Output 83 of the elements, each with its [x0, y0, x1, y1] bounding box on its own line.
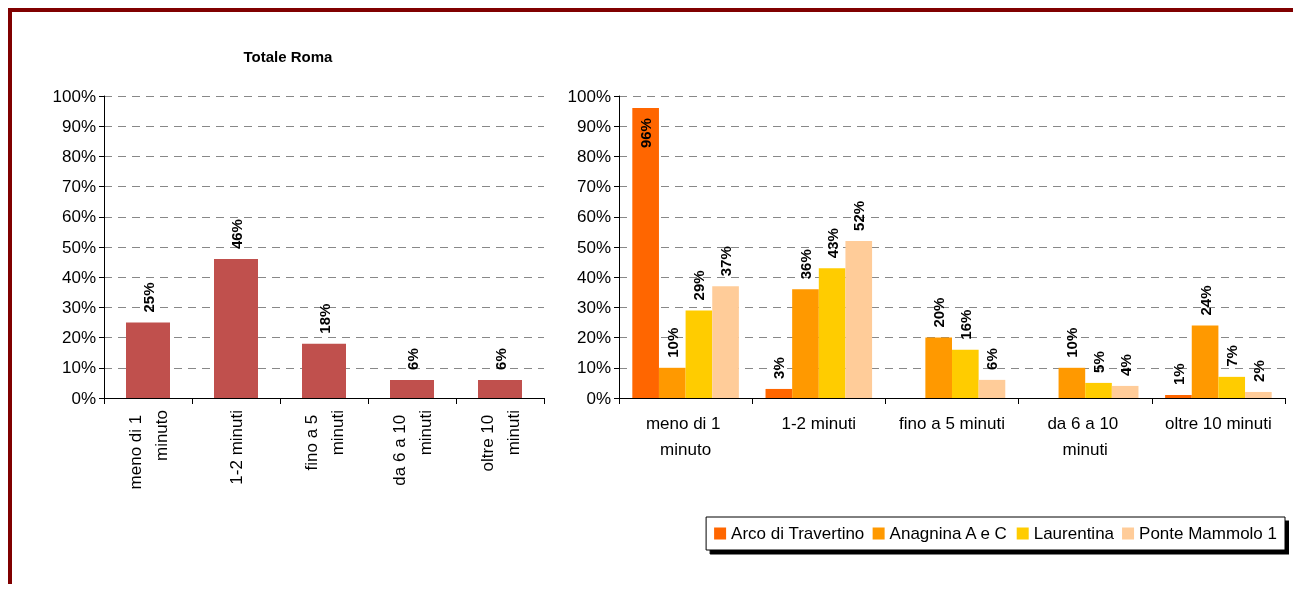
x-tick-label: meno di 1 minuto — [645, 413, 726, 459]
data-label: 2% — [1249, 360, 1267, 382]
y-tick-label: 30% — [576, 297, 611, 317]
y-tick-label: 10% — [576, 358, 611, 378]
legend-label: Arco di Travertino — [731, 524, 865, 543]
data-label: 5% — [1090, 351, 1108, 373]
bar — [1165, 394, 1192, 398]
legend-label: Ponte Mammolo 1 — [1139, 524, 1277, 543]
data-label: 3% — [770, 357, 788, 379]
y-tick-label: 20% — [576, 328, 611, 348]
chart-title: Totale Roma — [243, 48, 334, 65]
x-tick-label: 1-2 minuti — [781, 413, 857, 433]
data-label: 96% — [637, 118, 655, 149]
data-label: 46% — [227, 219, 245, 250]
bar — [1218, 376, 1246, 398]
bar — [765, 388, 793, 398]
data-label: 10% — [1063, 327, 1081, 358]
bar — [978, 379, 1006, 398]
bar — [952, 349, 979, 398]
data-label: 10% — [663, 327, 681, 358]
bar — [818, 268, 846, 398]
y-tick-label: 70% — [576, 177, 611, 197]
data-label: 36% — [796, 249, 814, 280]
data-label: 43% — [823, 228, 841, 259]
data-label: 37% — [717, 246, 735, 277]
y-tick-label: 60% — [61, 207, 96, 227]
y-tick-label: 50% — [576, 237, 611, 257]
y-tick-label: 20% — [61, 328, 96, 348]
data-label: 25% — [139, 282, 157, 313]
data-label: 6% — [491, 348, 509, 370]
y-tick-label: 90% — [576, 116, 611, 136]
y-tick-label: 0% — [71, 388, 96, 408]
x-tick-label: da 6 a 10 minuti — [389, 410, 435, 486]
data-label: 16% — [956, 309, 974, 340]
data-label: 52% — [850, 200, 868, 231]
y-tick-label: 70% — [61, 177, 96, 197]
legend-label: Laurentina — [1033, 524, 1115, 543]
y-tick-label: 60% — [576, 207, 611, 227]
y-tick-label: 40% — [576, 267, 611, 287]
bar — [712, 286, 739, 398]
legend-label: Anagnina A e C — [889, 524, 1007, 543]
x-tick-label: 1-2 minuti — [226, 410, 246, 485]
x-tick-label: fino a 5 minuti — [301, 410, 347, 471]
x-tick-label: oltre 10 minuti — [477, 410, 523, 472]
bar — [390, 379, 434, 398]
data-label: 6% — [403, 348, 421, 370]
x-tick-label: oltre 10 minuti — [1165, 413, 1272, 433]
bar — [126, 322, 170, 398]
y-tick-label: 30% — [61, 297, 96, 317]
bar — [925, 337, 952, 398]
bar — [792, 289, 819, 398]
x-tick-label: meno di 1 minuto — [125, 410, 171, 490]
bar — [845, 240, 873, 398]
y-tick-label: 10% — [61, 358, 96, 378]
data-label: 24% — [1196, 285, 1214, 316]
bar — [632, 108, 659, 398]
bar — [685, 310, 713, 398]
bar — [658, 367, 686, 398]
data-label: 29% — [690, 270, 708, 301]
y-tick-label: 0% — [586, 388, 611, 408]
bar — [478, 379, 522, 398]
y-tick-label: 80% — [61, 146, 96, 166]
bar — [1191, 325, 1219, 398]
bar — [1245, 391, 1272, 398]
bar — [302, 343, 346, 398]
bar — [1111, 385, 1139, 398]
y-tick-label: 80% — [576, 146, 611, 166]
y-tick-label: 40% — [61, 267, 96, 287]
data-label: 7% — [1223, 345, 1241, 367]
bar — [1058, 367, 1086, 398]
data-label: 4% — [1116, 354, 1134, 376]
data-label: 6% — [983, 348, 1001, 370]
y-tick-label: 100% — [567, 86, 611, 106]
data-label: 1% — [1169, 363, 1187, 385]
data-label: 18% — [315, 303, 333, 334]
bar — [214, 259, 258, 398]
y-tick-label: 100% — [52, 86, 96, 106]
y-tick-label: 90% — [61, 116, 96, 136]
x-tick-label: fino a 5 minuti — [899, 413, 1005, 433]
data-label: 20% — [930, 297, 948, 328]
x-tick-label: da 6 a 10 minuti — [1047, 413, 1124, 459]
bar — [1085, 382, 1112, 398]
y-tick-label: 50% — [61, 237, 96, 257]
